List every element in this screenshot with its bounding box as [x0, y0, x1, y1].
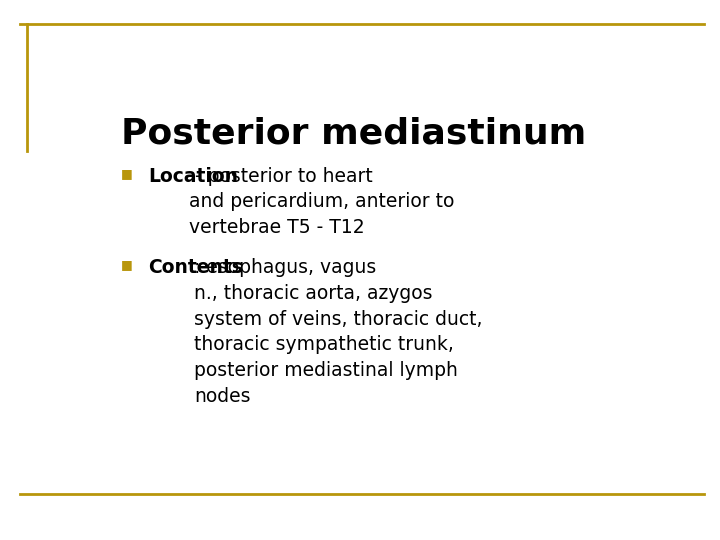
Text: ■: ■ — [121, 167, 132, 180]
Text: Posterior mediastinum: Posterior mediastinum — [121, 117, 586, 151]
Text: : esophagus, vagus
n., thoracic aorta, azygos
system of veins, thoracic duct,
th: : esophagus, vagus n., thoracic aorta, a… — [194, 258, 483, 406]
Text: - posterior to heart
and pericardium, anterior to
vertebrae T5 - T12: - posterior to heart and pericardium, an… — [189, 167, 455, 237]
Text: ■: ■ — [121, 258, 132, 271]
Text: Location: Location — [148, 167, 238, 186]
Text: Contents: Contents — [148, 258, 243, 277]
